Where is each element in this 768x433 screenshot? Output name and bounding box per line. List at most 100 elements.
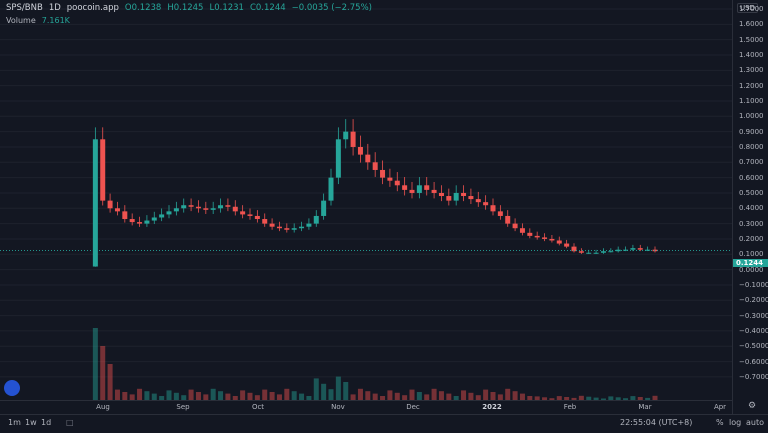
candle-body[interactable] [151,217,157,221]
time-tick-label: Aug [96,403,110,411]
candle-body[interactable] [542,237,548,239]
volume-bar [159,396,165,400]
candle-body[interactable] [483,202,489,206]
candle-body[interactable] [137,222,143,224]
tradingview-logo-icon[interactable] [4,380,20,396]
candle-body[interactable] [534,235,540,238]
volume-bar [291,391,297,400]
candle-body[interactable] [593,252,599,254]
candle-body[interactable] [218,205,224,209]
candle-body[interactable] [637,248,643,250]
candle-body[interactable] [586,252,592,254]
candle-body[interactable] [571,246,577,252]
time-axis[interactable]: Aug Sep Oct Nov Dec 2022 Feb Mar Apr [0,400,732,415]
candle-body[interactable] [166,211,172,215]
candle-body[interactable] [129,219,135,223]
percent-toggle[interactable]: % [716,418,724,427]
candle-body[interactable] [232,206,238,212]
candle-body[interactable] [453,192,459,201]
candle-body[interactable] [313,215,319,224]
candle-body[interactable] [203,208,209,210]
candle-body[interactable] [490,205,496,212]
candle-body[interactable] [210,208,216,210]
candle-body[interactable] [247,214,253,216]
currency-selector[interactable]: USD [737,3,758,13]
candle-body[interactable] [380,169,386,178]
candle-body[interactable] [438,192,444,197]
candle-body[interactable] [431,189,437,193]
candle-body[interactable] [343,131,349,140]
range-1d-button[interactable]: 1d [41,418,52,427]
candle-body[interactable] [512,223,518,229]
log-toggle[interactable]: log [729,418,742,427]
candle-body[interactable] [276,226,282,229]
volume-bar [438,391,444,400]
gear-icon[interactable]: ⚙ [748,401,757,411]
candle-body[interactable] [92,139,98,267]
candle-body[interactable] [578,251,584,253]
range-1w-button[interactable]: 1w [25,418,37,427]
candle-body[interactable] [284,228,290,230]
candle-body[interactable] [645,249,651,251]
candle-body[interactable] [527,232,533,236]
candle-body[interactable] [468,196,474,200]
candle-body[interactable] [107,200,113,209]
candle-body[interactable] [394,180,400,186]
candle-body[interactable] [549,238,555,241]
range-1m-button[interactable]: 1m [8,418,21,427]
chart-area[interactable]: SPS/BNB 1D poocoin.app O0.1238 H0.1245 L… [0,0,732,400]
time-tick-label: Sep [176,403,190,411]
candle-body[interactable] [291,228,297,230]
candle-body[interactable] [350,131,356,147]
candle-body[interactable] [306,223,312,227]
candle-body[interactable] [188,205,194,207]
candle-body[interactable] [100,139,106,201]
candle-body[interactable] [402,185,408,190]
candle-body[interactable] [600,251,606,253]
candle-body[interactable] [254,215,260,220]
candle-body[interactable] [195,206,201,209]
candle-body[interactable] [608,251,614,253]
candle-body[interactable] [556,240,562,244]
volume-bar [299,393,305,400]
candle-body[interactable] [357,146,363,155]
auto-toggle[interactable]: auto [746,418,765,427]
candle-body[interactable] [299,226,305,229]
candle-body[interactable] [269,223,275,227]
candle-body[interactable] [387,177,393,181]
interval-label[interactable]: 1D [48,3,61,13]
candle-body[interactable] [446,196,452,201]
candle-body[interactable] [424,185,430,190]
candle-body[interactable] [321,200,327,216]
candle-body[interactable] [409,189,415,193]
candle-body[interactable] [461,192,467,197]
candle-body[interactable] [225,205,231,207]
candlestick-chart[interactable] [0,0,732,400]
price-tick-label: 1.3000 [739,66,764,75]
candle-body[interactable] [262,219,268,224]
candle-body[interactable] [505,215,511,224]
candle-body[interactable] [328,177,334,201]
candle-body[interactable] [519,228,525,233]
candle-body[interactable] [564,243,570,247]
candle-body[interactable] [475,199,481,203]
candle-body[interactable] [372,162,378,170]
candle-body[interactable] [623,249,629,251]
candle-body[interactable] [159,214,165,218]
volume-bar [409,389,415,400]
candle-body[interactable] [630,248,636,250]
candle-body[interactable] [173,208,179,212]
candle-body[interactable] [114,208,120,212]
candle-body[interactable] [497,211,503,216]
candle-body[interactable] [122,211,128,220]
candle-body[interactable] [240,211,246,215]
candle-body[interactable] [365,154,371,163]
price-axis[interactable]: USD 1.7000 1.6000 1.5000 1.4000 1.3000 1.2000… [732,0,768,432]
symbol-name[interactable]: SPS/BNB [6,3,43,13]
candle-body[interactable] [335,139,341,178]
volume-bar [637,397,643,400]
calendar-icon[interactable]: □ [66,418,74,427]
candle-body[interactable] [144,220,150,224]
candle-body[interactable] [181,205,187,209]
candle-body[interactable] [416,185,422,193]
